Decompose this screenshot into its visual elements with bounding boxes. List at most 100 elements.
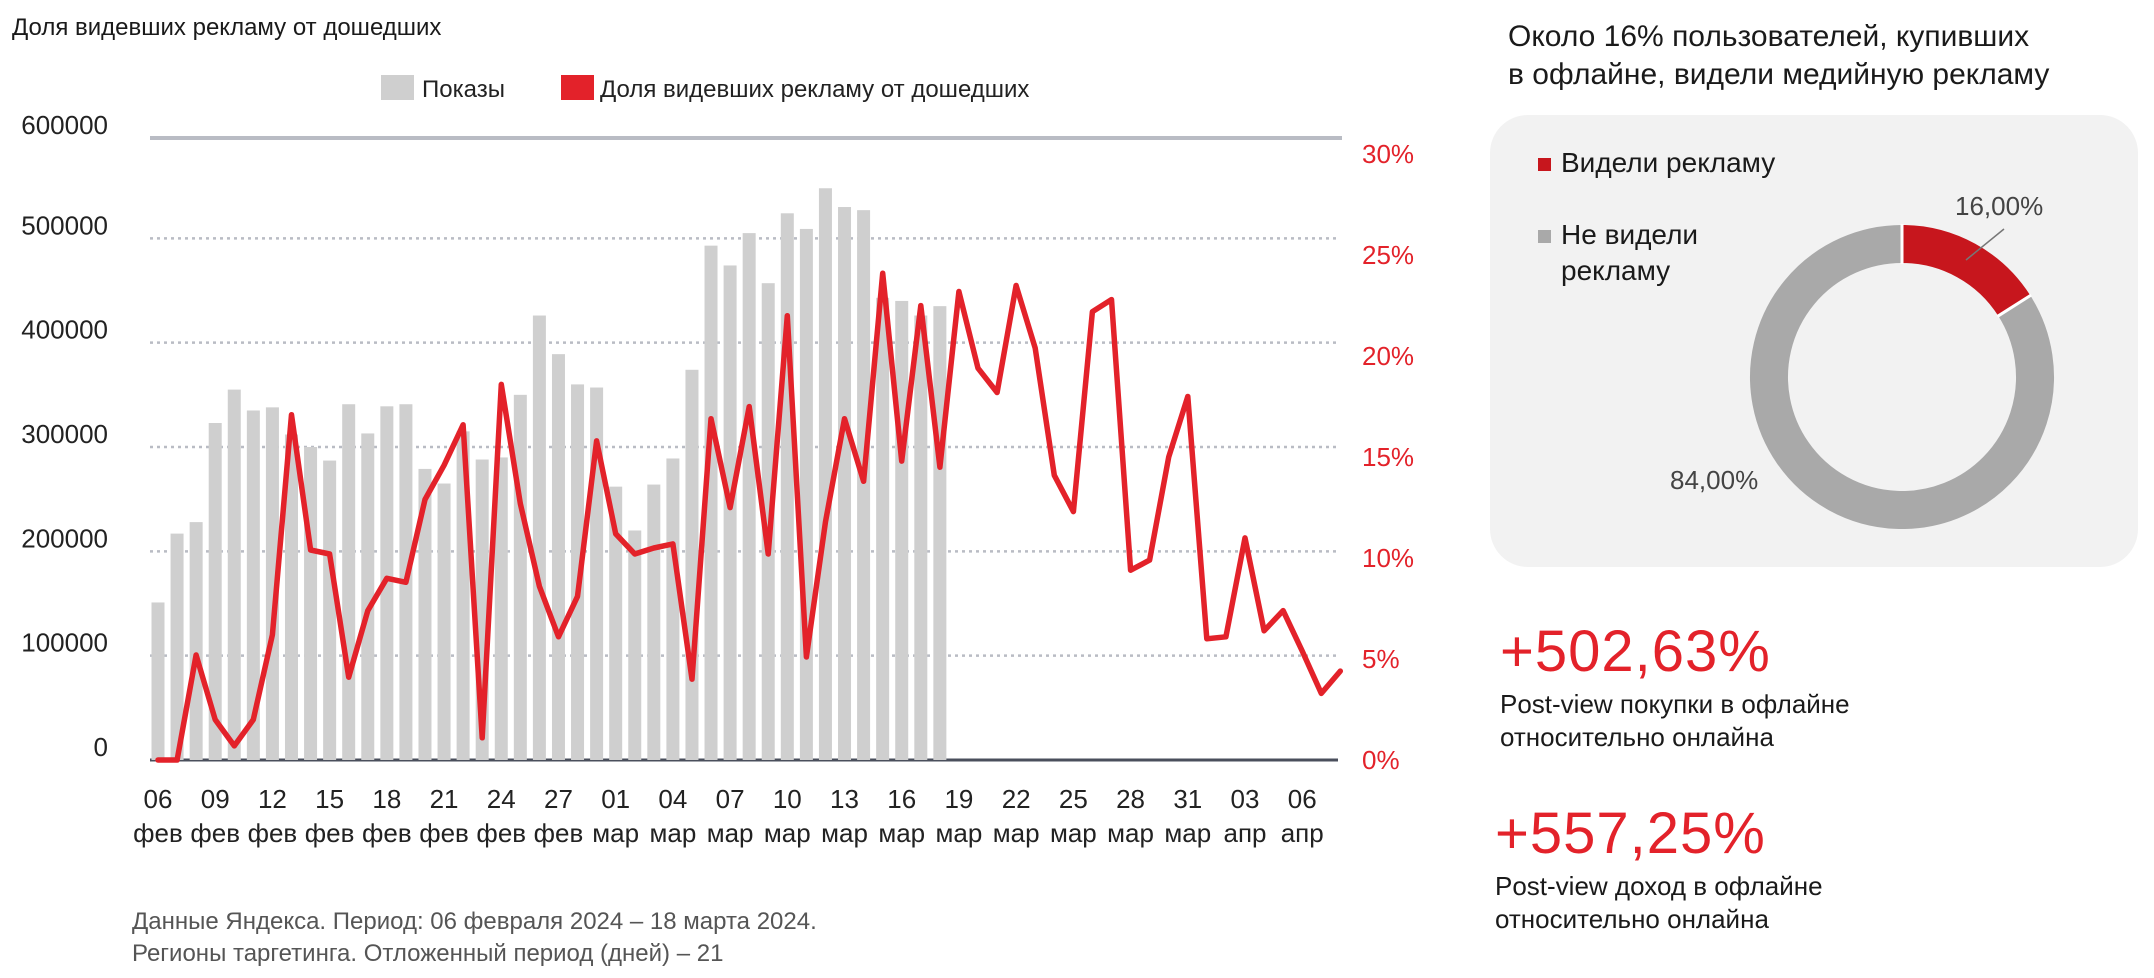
footnote-line-2: Регионы таргетинга. Отложенный период (д… [132,940,724,967]
bar [513,394,527,760]
x-tick-month: апр [1281,818,1324,848]
bar [838,207,852,761]
x-tick-month: апр [1223,818,1266,848]
pie-slice-not-seen [1750,225,2054,529]
x-tick-month: мар [878,818,925,848]
pie-label-seen: 16,00% [1955,191,2043,221]
bar [494,457,508,760]
insight-title-line-1: Около 16% пользователей, купивших [1508,20,2030,53]
x-tick-month: фев [133,818,183,848]
x-tick-month: мар [1164,818,1211,848]
stat-purchases-desc-line-2: относительно онлайна [1500,722,1774,752]
y-right-tick-label: 25% [1362,240,1414,270]
x-tick-month: мар [1050,818,1097,848]
footnote: Данные Яндекса. Период: 06 февраля 2024 … [132,906,817,970]
x-tick-day: 15 [315,784,344,814]
y-left-tick-label: 600000 [21,110,108,140]
combo-chart: Показы Доля видевших рекламу от дошедших… [21,75,1414,848]
x-tick-day: 21 [430,784,459,814]
x-tick-day: 10 [773,784,802,814]
y-right-tick-label: 10% [1362,543,1414,573]
legend-swatch-bars [381,75,414,100]
y-right-tick-label: 15% [1362,442,1414,472]
bar [208,423,222,760]
x-tick-month: фев [476,818,526,848]
x-tick-month: фев [362,818,412,848]
bar [304,447,318,760]
pie-legend-seen-label: Видели рекламу [1561,147,1776,178]
slice-separator [1996,293,2032,318]
chart-title: Доля видевших рекламу от дошедших [12,14,442,41]
pie-legend-not-seen: Не видели рекламу [1538,217,1698,289]
bar [876,297,890,760]
bar [189,522,203,760]
bar [418,468,432,760]
bar [532,315,546,760]
y-left-tick-label: 500000 [21,210,108,240]
donut-card: Видели рекламу Не видели рекламу 16,00% 8… [1490,115,2138,567]
stat-revenue-value: +557,25% [1495,801,1766,866]
pie-legend-seen: Видели рекламу [1538,145,1775,181]
y-left-tick-label: 400000 [21,315,108,345]
bar [284,434,298,760]
bar [628,530,642,760]
x-tick-day: 03 [1231,784,1260,814]
bar [323,460,337,760]
x-tick-day: 31 [1173,784,1202,814]
x-tick-month: мар [764,818,811,848]
bar [799,228,813,760]
bar [723,265,737,760]
label-leader-line [1965,228,2005,261]
bar [265,407,279,760]
x-tick-day: 27 [544,784,573,814]
y-left-tick-label: 0 [94,732,108,762]
bar [170,533,184,760]
pie-label-not-seen: 84,00% [1670,465,1758,495]
x-tick-month: мар [993,818,1040,848]
x-tick-day: 06 [144,784,173,814]
insight-title: Около 16% пользователей, купивших в офла… [1508,18,2088,94]
bar [361,433,375,760]
bar [151,602,165,760]
bar [742,233,756,760]
legend-label-line: Доля видевших рекламу от дошедших [600,76,1029,103]
x-tick-day: 04 [658,784,687,814]
x-tick-day: 25 [1059,784,1088,814]
x-tick-day: 24 [487,784,516,814]
bar [895,300,909,760]
bar [685,369,699,760]
x-tick-day: 01 [601,784,630,814]
bar [227,389,241,760]
x-tick-day: 06 [1288,784,1317,814]
y-right-tick-label: 5% [1362,644,1400,674]
bar [857,210,871,760]
legend-swatch-not-seen [1538,230,1551,244]
x-tick-month: мар [821,818,868,848]
legend-swatch-seen [1538,158,1551,172]
x-tick-month: фев [305,818,355,848]
pie-slice-seen [1901,225,2031,317]
x-tick-day: 28 [1116,784,1145,814]
x-tick-day: 07 [716,784,745,814]
bar [666,458,680,760]
x-tick-day: 19 [944,784,973,814]
bar [609,486,623,760]
donut-chart: 16,00% 84,00% [1670,191,2054,529]
bar [571,384,585,760]
stat-purchases-value: +502,63% [1500,619,1771,684]
stat-revenue-desc: Post-view доход в офлайне относительно о… [1495,870,1823,936]
x-tick-month: мар [707,818,754,848]
pie-legend-not-seen-label-2: рекламу [1561,255,1671,286]
bar [437,483,451,760]
bar [914,315,928,760]
footnote-line-1: Данные Яндекса. Период: 06 февраля 2024 … [132,908,817,935]
x-tick-day: 18 [372,784,401,814]
y-left-tick-label: 300000 [21,419,108,449]
x-tick-month: фев [534,818,584,848]
bar [780,213,794,760]
stat-purchases-desc: Post-view покупки в офлайне относительно… [1500,688,1850,754]
bar [933,306,947,760]
x-tick-month: фев [190,818,240,848]
x-tick-day: 16 [887,784,916,814]
x-tick-month: мар [1107,818,1154,848]
